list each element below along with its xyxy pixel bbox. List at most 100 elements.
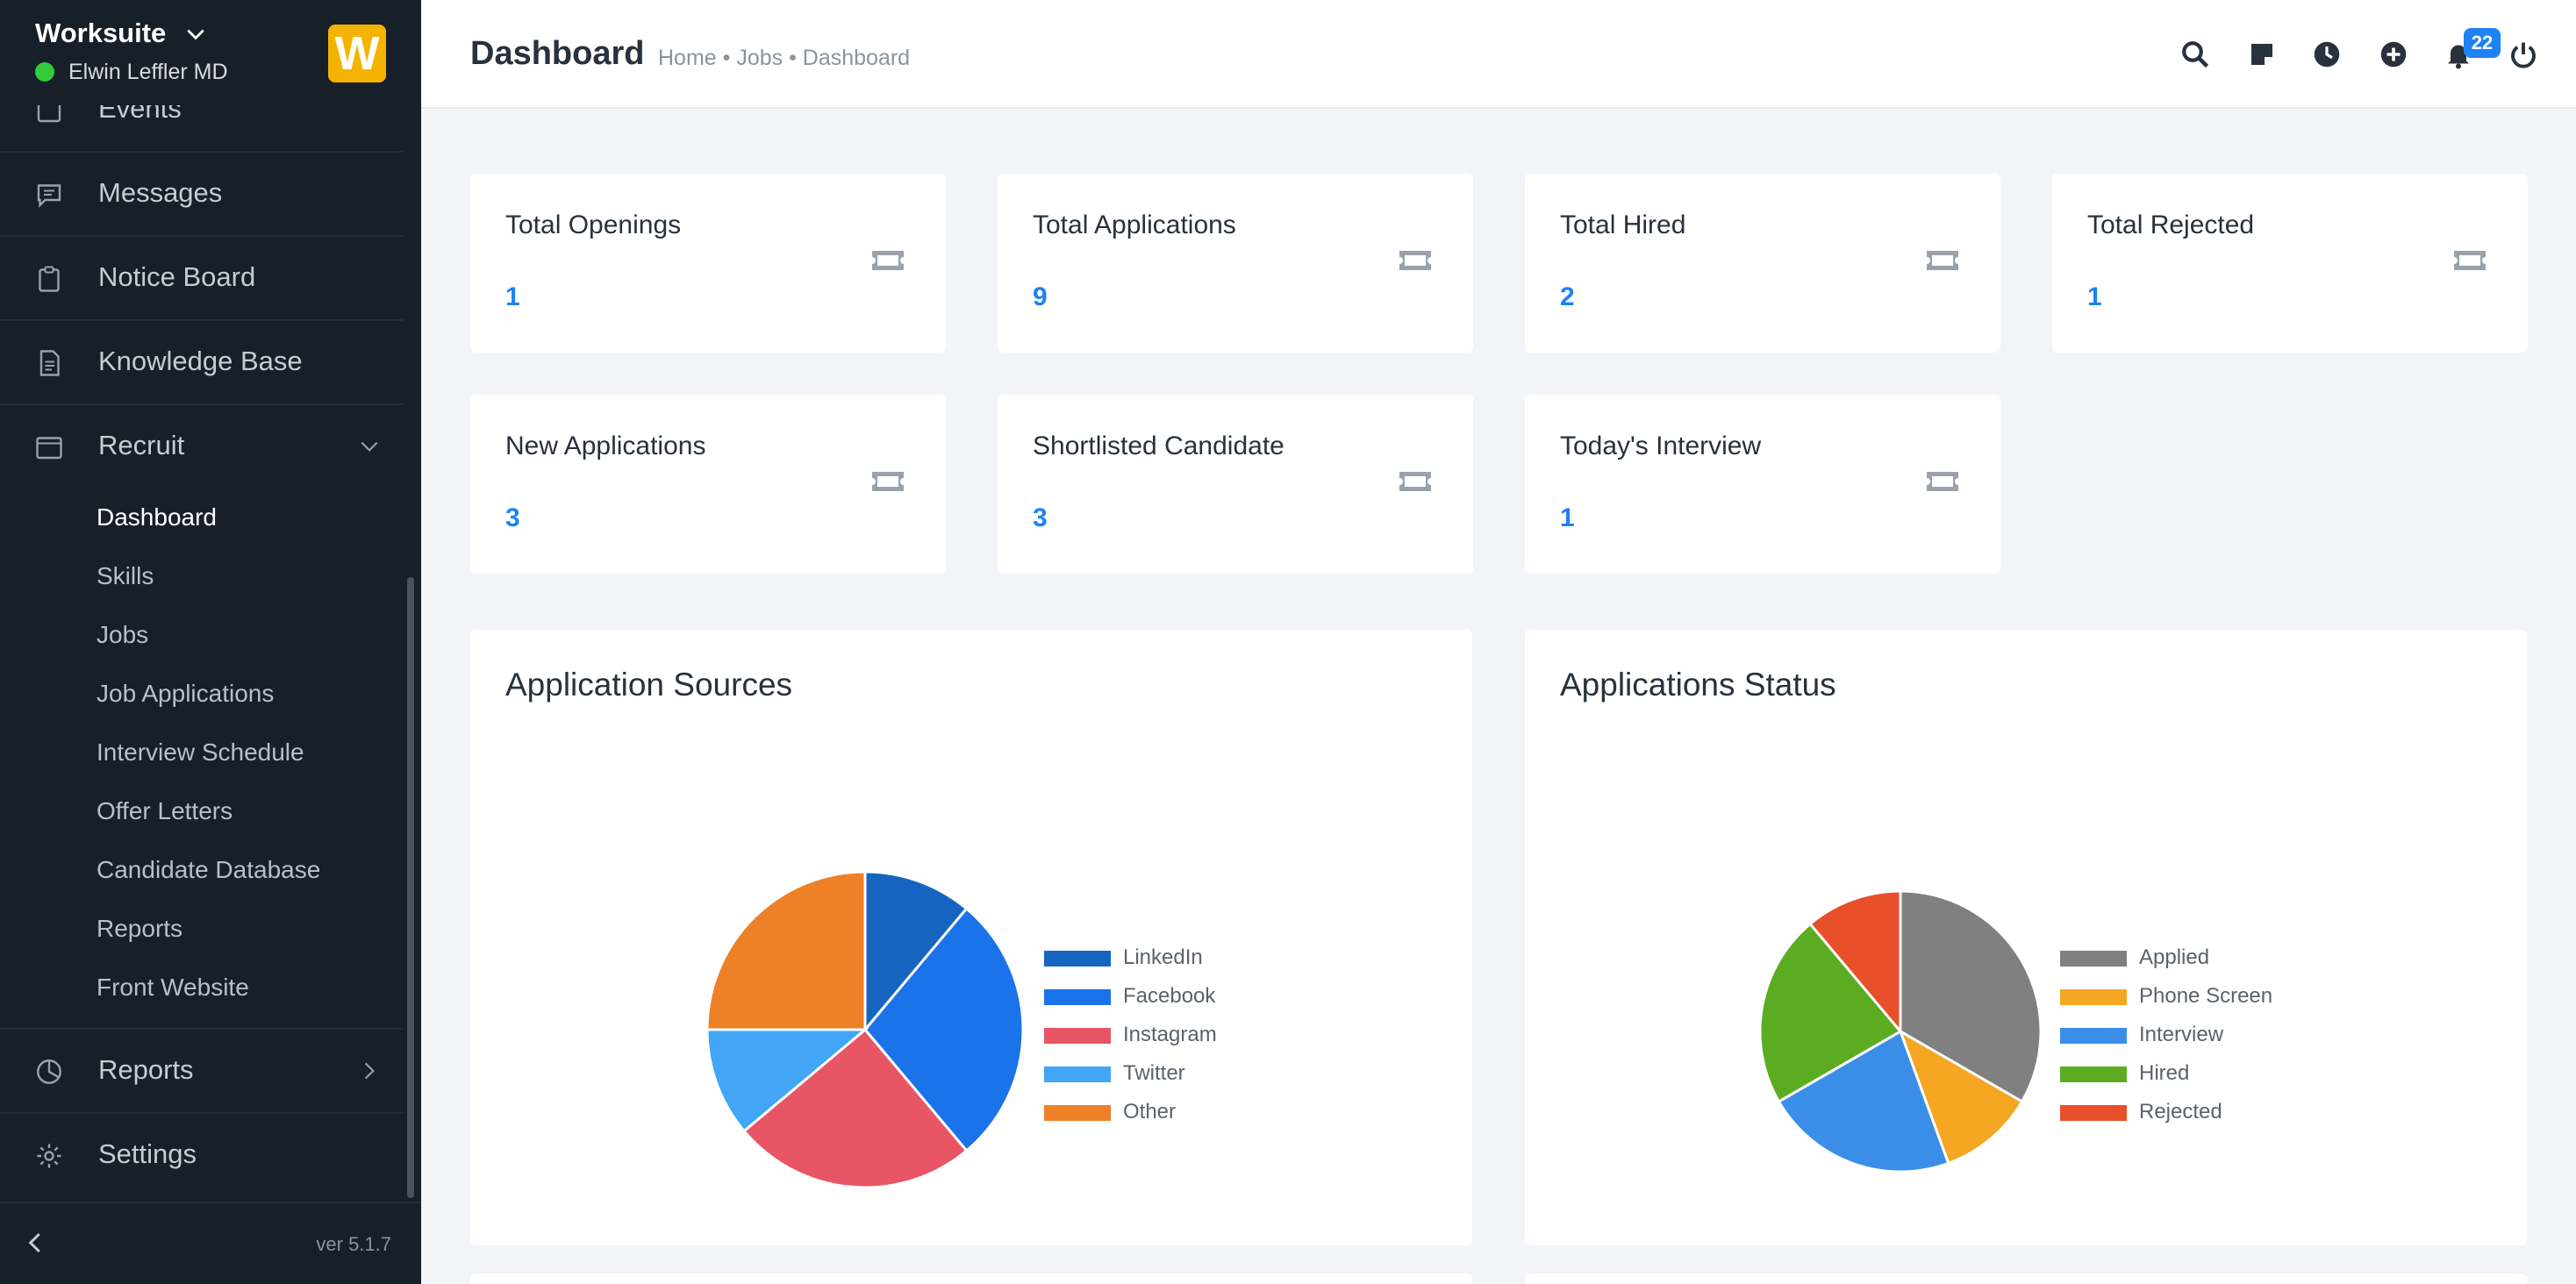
legend-swatch	[1044, 989, 1111, 1005]
recruit-sub-offer-letters[interactable]: Offer Letters	[97, 797, 233, 824]
stat-card-todays-interview[interactable]: Today's Interview 1	[1525, 395, 2000, 574]
pie-slice-instagram[interactable]	[741, 1027, 969, 1189]
sidebar-item-messages[interactable]: Messages	[0, 151, 404, 235]
calendar-icon	[37, 105, 61, 123]
user-name: Elwin Leffler MD	[68, 60, 228, 84]
recruit-sub-candidate-database[interactable]: Candidate Database	[97, 856, 321, 883]
current-user: Elwin Leffler MD	[35, 60, 228, 85]
legend-swatch	[1044, 951, 1111, 967]
sidebar-item-label: Recruit	[98, 430, 185, 460]
stat-value: 9	[1033, 282, 1048, 311]
pie-slice-phone-screen[interactable]	[1898, 1028, 2024, 1166]
recruit-sub-reports[interactable]: Reports	[97, 915, 183, 942]
sidebar-nav: Events Messages Notice Board Knowledge B…	[0, 105, 404, 1202]
brand-name[interactable]: Worksuite	[35, 18, 167, 48]
legend-swatch	[2060, 951, 2127, 967]
stat-title: New Applications	[505, 432, 706, 460]
ticket-icon	[1399, 472, 1431, 491]
legend-label: Twitter	[1123, 1061, 1185, 1085]
ticket-icon	[872, 251, 904, 270]
pie-slice-twitter[interactable]	[705, 1028, 869, 1133]
legend-label: Phone Screen	[2139, 984, 2273, 1008]
pie-slice-applied[interactable]	[1899, 889, 2043, 1104]
recruit-sub-front-website[interactable]: Front Website	[97, 974, 249, 1001]
sidebar-item-label: Knowledge Base	[98, 346, 303, 376]
window-icon	[36, 437, 62, 460]
ticket-icon	[1927, 251, 1958, 270]
document-icon	[39, 350, 60, 376]
recruit-sub-jobs[interactable]: Jobs	[97, 621, 149, 648]
brand-header[interactable]: Worksuite Elwin Leffler MD W	[0, 0, 421, 105]
stat-value: 1	[1560, 503, 1575, 532]
sidebar-item-label: Messages	[98, 177, 223, 208]
clipboard-icon	[39, 266, 60, 292]
ticket-icon	[2454, 251, 2486, 270]
pie-slice-facebook[interactable]	[863, 906, 1025, 1153]
stat-card-total-rejected[interactable]: Total Rejected 1	[2052, 174, 2528, 353]
legend-swatch	[2060, 1105, 2127, 1121]
applications-status-pie[interactable]	[1758, 889, 2043, 1173]
sidebar-item-recruit[interactable]: Recruit	[0, 403, 404, 488]
stat-card-total-hired[interactable]: Total Hired 2	[1525, 174, 2000, 353]
pie-slice-interview[interactable]	[1777, 1029, 1950, 1173]
pie-slice-other[interactable]	[705, 870, 867, 1031]
legend-label: Applied	[2139, 945, 2210, 969]
recruit-sub-skills[interactable]: Skills	[97, 562, 154, 589]
breadcrumb[interactable]: Home • Jobs • Dashboard	[658, 46, 911, 70]
recruit-sub-job-applications[interactable]: Job Applications	[97, 680, 275, 707]
legend-label: Instagram	[1123, 1023, 1217, 1046]
pie-slice-hired[interactable]	[1758, 922, 1903, 1104]
stat-card-total-openings[interactable]: Total Openings 1	[470, 174, 946, 353]
ticket-icon	[1927, 472, 1958, 491]
lower-panel-left	[470, 1273, 1472, 1284]
message-icon	[37, 184, 61, 208]
stat-card-total-applications[interactable]: Total Applications 9	[998, 174, 1473, 353]
legend-swatch	[1044, 1066, 1111, 1082]
chart-title: Applications Status	[1560, 667, 1836, 703]
notification-count-badge: 22	[2464, 28, 2501, 58]
stat-title: Total Applications	[1033, 210, 1236, 239]
clock-icon[interactable]	[2311, 39, 2343, 70]
stat-value: 3	[1033, 503, 1048, 532]
recruit-sub-interview-schedule[interactable]: Interview Schedule	[97, 738, 304, 766]
sidebar-item-label: Notice Board	[98, 261, 256, 292]
application-sources-pie[interactable]	[705, 870, 1025, 1189]
online-status-dot	[35, 62, 54, 82]
gear-icon	[37, 1144, 61, 1168]
stat-value: 3	[505, 503, 520, 532]
sidebar-item-knowledge-base[interactable]: Knowledge Base	[0, 319, 404, 403]
add-circle-icon[interactable]	[2378, 39, 2409, 70]
app-logo: W	[328, 25, 386, 82]
chevron-down-icon[interactable]	[184, 23, 207, 46]
stat-card-new-applications[interactable]: New Applications 3	[470, 395, 946, 574]
sidebar-item-events[interactable]: Events	[0, 105, 404, 151]
sidebar: Worksuite Elwin Leffler MD W Events Mess…	[0, 0, 421, 1284]
sidebar-item-notice-board[interactable]: Notice Board	[0, 235, 404, 319]
sidebar-item-settings[interactable]: Settings	[0, 1112, 404, 1196]
stat-title: Total Rejected	[2087, 210, 2255, 239]
applications-status-panel: Applications Status Applied Phone Screen I…	[1525, 630, 2527, 1245]
stat-value: 1	[505, 282, 520, 311]
legend-label: Other	[1123, 1100, 1177, 1124]
sticky-note-icon[interactable]	[2246, 39, 2278, 70]
stat-card-shortlisted-candidate[interactable]: Shortlisted Candidate 3	[998, 395, 1473, 574]
chart-title: Application Sources	[505, 667, 793, 703]
search-icon[interactable]	[2179, 39, 2211, 70]
stat-title: Total Hired	[1560, 210, 1686, 239]
sidebar-item-label: Settings	[98, 1138, 197, 1169]
pie-slice-rejected[interactable]	[1808, 889, 1902, 1036]
sidebar-item-label: Events	[98, 105, 182, 124]
legend-swatch	[2060, 1028, 2127, 1044]
recruit-sub-dashboard[interactable]: Dashboard	[97, 503, 217, 531]
power-icon[interactable]	[2508, 39, 2539, 70]
collapse-sidebar-icon[interactable]	[23, 1230, 49, 1256]
sidebar-footer: ver 5.1.7	[0, 1202, 421, 1284]
stat-title: Total Openings	[505, 210, 682, 239]
sidebar-item-reports[interactable]: Reports	[0, 1028, 404, 1112]
legend-swatch	[2060, 989, 2127, 1005]
ticket-icon	[1399, 251, 1431, 270]
pie-slice-linkedin[interactable]	[863, 870, 969, 1034]
stat-title: Today's Interview	[1560, 432, 1762, 460]
stat-title: Shortlisted Candidate	[1033, 432, 1284, 460]
sidebar-scrollbar[interactable]	[407, 577, 414, 1198]
